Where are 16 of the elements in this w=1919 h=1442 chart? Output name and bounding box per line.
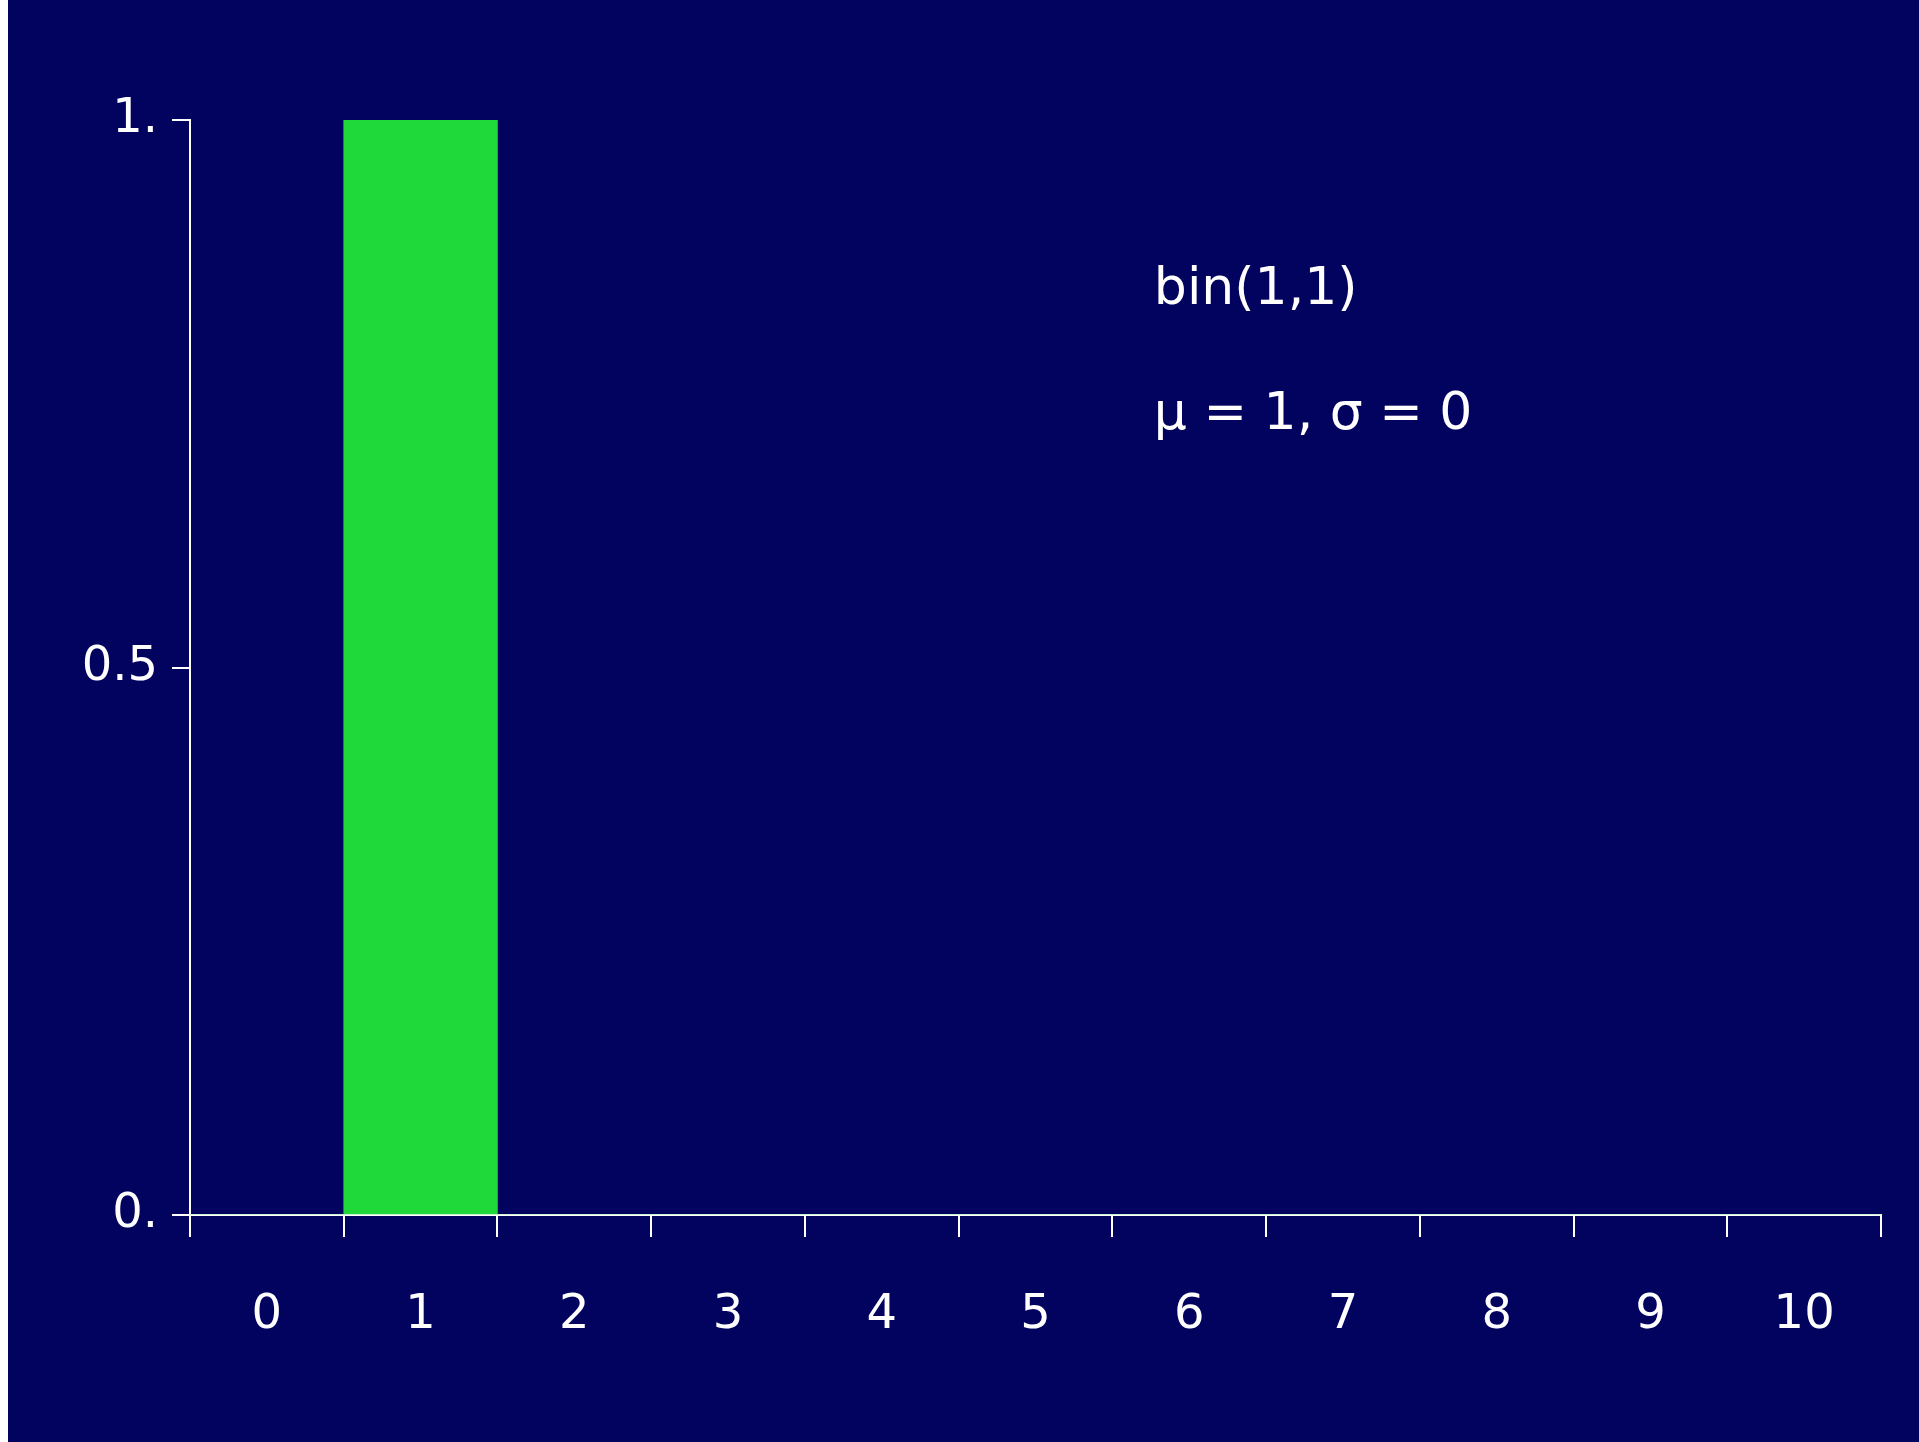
x-tick-label: 8 [1481, 1283, 1512, 1340]
x-tick-label: 1 [405, 1283, 436, 1340]
x-tick-label: 7 [1327, 1283, 1359, 1340]
x-tick-label: 9 [1635, 1283, 1666, 1340]
annotation: bin(1,1) [1153, 255, 1358, 316]
y-tick-label: 0.5 [81, 634, 158, 691]
x-tick-label: 5 [1020, 1283, 1051, 1340]
x-tick-label: 6 [1173, 1283, 1205, 1340]
annotation: μ = 1, σ = 0 [1153, 380, 1473, 441]
y-tick-label: 0. [112, 1182, 158, 1239]
x-tick-label: 4 [866, 1283, 898, 1340]
x-tick-label: 2 [559, 1283, 590, 1340]
x-tick-label: 0 [251, 1283, 283, 1340]
x-tick-label: 10 [1773, 1283, 1835, 1340]
x-tick-label: 3 [712, 1283, 744, 1340]
y-tick-label: 1. [112, 87, 158, 144]
